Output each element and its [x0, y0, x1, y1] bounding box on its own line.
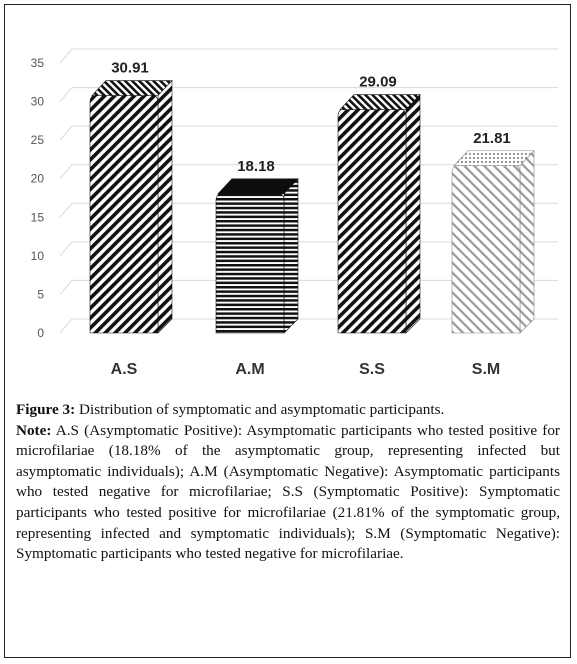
- data-label: 30.91: [111, 60, 149, 77]
- data-label: 21.81: [473, 130, 511, 147]
- x-tick-label: S.M: [472, 361, 500, 378]
- bar: [215, 178, 299, 334]
- y-tick-label: 15: [31, 210, 45, 224]
- gridline: [59, 87, 558, 102]
- bars: 30.91 18.18 29.09 21.81: [89, 60, 535, 334]
- data-label: 29.09: [359, 74, 397, 91]
- y-tick-label: 10: [31, 249, 45, 263]
- figure-caption: Figure 3: Distribution of symptomatic an…: [16, 400, 560, 565]
- y-axis: 0 5 10 15 20 25 30 35: [31, 56, 45, 340]
- x-tick-label: A.M: [235, 361, 264, 378]
- y-tick-label: 30: [31, 95, 45, 109]
- figure-label: Figure 3:: [16, 401, 76, 418]
- bar: [89, 79, 173, 334]
- bar: [337, 93, 421, 334]
- x-tick-label: A.S: [111, 361, 138, 378]
- x-tick-label: S.S: [359, 361, 385, 378]
- gridline: [59, 48, 558, 64]
- bar: [451, 150, 535, 334]
- y-tick-label: 5: [37, 287, 44, 301]
- note-text: A.S (Asymptomatic Positive): Asymptomati…: [16, 421, 560, 563]
- y-tick-label: 20: [31, 172, 45, 186]
- figure-title: Distribution of symptomatic and asymptom…: [75, 401, 445, 418]
- y-tick-label: 0: [37, 326, 44, 340]
- x-axis: A.S A.M S.S S.M: [111, 361, 501, 378]
- y-tick-label: 35: [31, 56, 45, 70]
- note-label: Note:: [16, 421, 52, 439]
- data-label: 18.18: [237, 158, 275, 175]
- y-tick-label: 25: [31, 133, 45, 147]
